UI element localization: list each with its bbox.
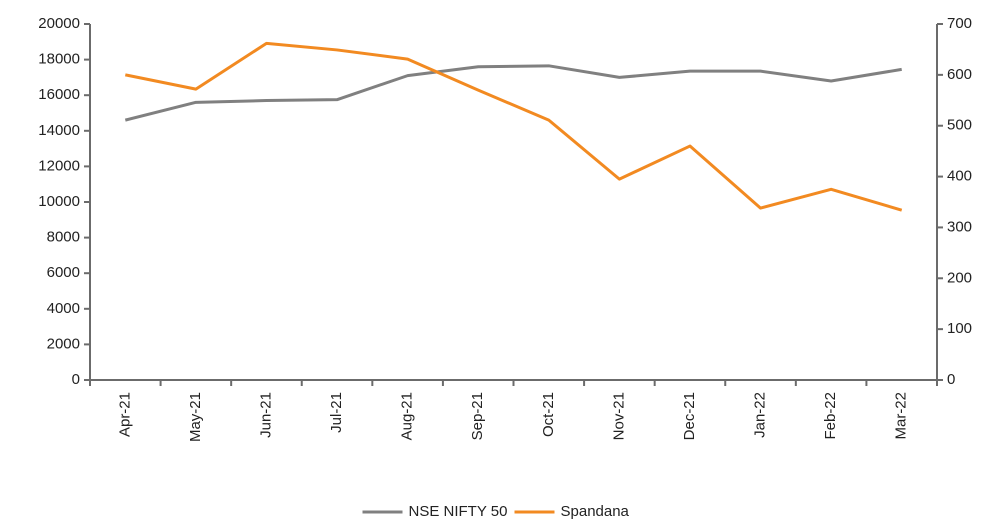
x-tick-label: Aug-21 xyxy=(399,392,416,440)
y-tick-label: 14000 xyxy=(38,122,80,139)
series-line xyxy=(124,41,903,212)
y-tick-label: 0 xyxy=(72,371,80,388)
y-tick-label: 16000 xyxy=(38,86,80,103)
y-tick-label: 20000 xyxy=(38,15,80,32)
legend-label: Spandana xyxy=(561,503,630,520)
x-tick-label: Mar-22 xyxy=(893,392,910,440)
y2-tick-label: 0 xyxy=(947,371,955,388)
x-tick-label: Apr-21 xyxy=(116,392,133,437)
series-line xyxy=(124,64,902,122)
y-tick-label: 4000 xyxy=(47,300,80,317)
x-tick-label: Oct-21 xyxy=(540,392,557,437)
y-tick-label: 2000 xyxy=(47,335,80,352)
x-tick-label: Jan-22 xyxy=(752,392,769,438)
y-tick-label: 6000 xyxy=(47,264,80,281)
y-tick-label: 8000 xyxy=(47,229,80,246)
x-tick-label: Feb-22 xyxy=(822,392,839,440)
legend-label: NSE NIFTY 50 xyxy=(409,503,508,520)
x-tick-label: May-21 xyxy=(187,392,204,442)
y-tick-label: 12000 xyxy=(38,157,80,174)
x-tick-label: Sep-21 xyxy=(469,392,486,440)
x-tick-label: Nov-21 xyxy=(610,392,627,440)
y2-tick-label: 300 xyxy=(947,218,972,235)
y2-tick-label: 500 xyxy=(947,117,972,134)
y2-tick-label: 200 xyxy=(947,269,972,286)
y2-tick-label: 400 xyxy=(947,168,972,185)
y2-tick-label: 600 xyxy=(947,66,972,83)
y-tick-label: 10000 xyxy=(38,193,80,210)
x-tick-label: Jun-21 xyxy=(257,392,274,438)
x-tick-label: Dec-21 xyxy=(681,392,698,440)
x-tick-label: Jul-21 xyxy=(328,392,345,433)
y-tick-label: 18000 xyxy=(38,51,80,68)
y2-tick-label: 700 xyxy=(947,15,972,32)
y2-tick-label: 100 xyxy=(947,320,972,337)
